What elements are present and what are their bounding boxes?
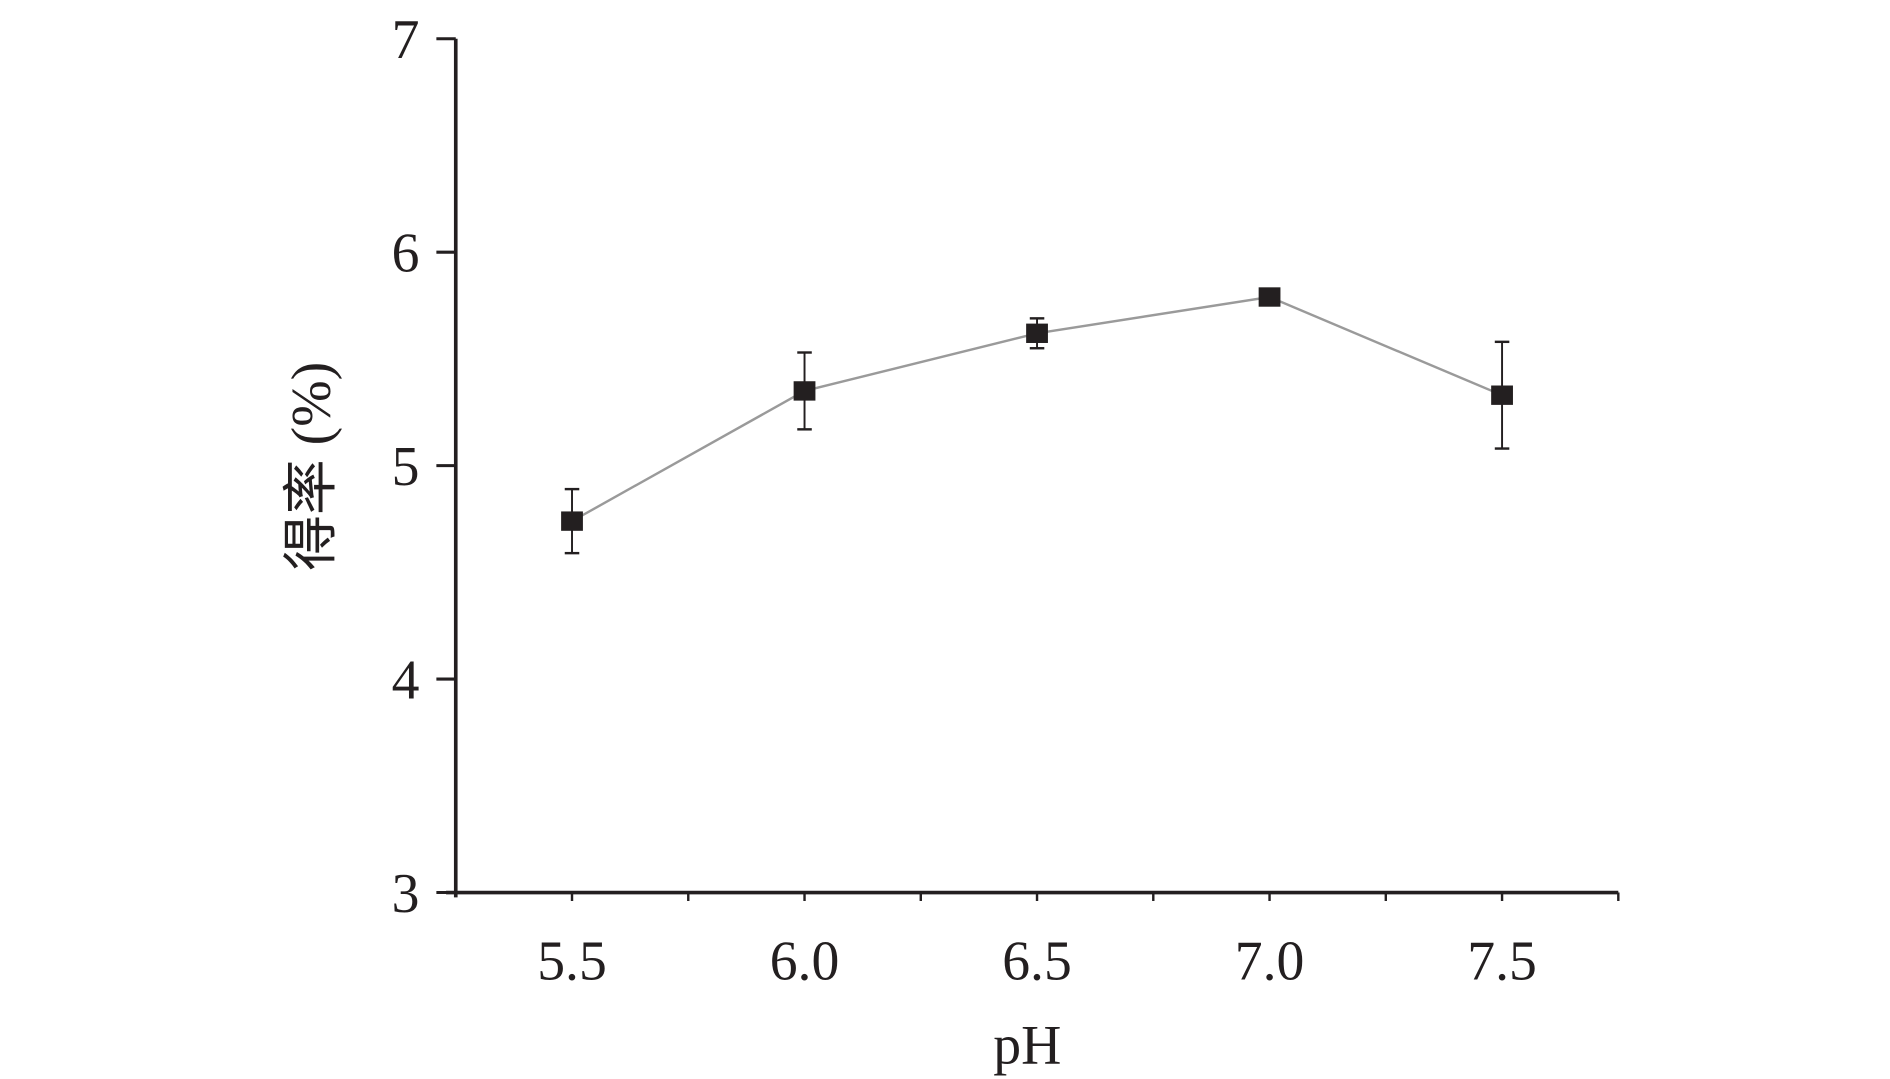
y-tick-label: 5	[392, 436, 420, 498]
x-axis-label: pH	[993, 1014, 1061, 1076]
x-tick-label: 6.5	[1002, 931, 1072, 993]
square-marker	[793, 381, 816, 401]
square-marker	[561, 511, 583, 531]
y-tick-label: 4	[392, 649, 420, 711]
data-marks	[561, 287, 1513, 555]
data-point	[1491, 340, 1513, 450]
y-tick-label: 6	[392, 223, 420, 285]
data-point	[561, 487, 583, 555]
x-tick-label: 6.0	[770, 931, 840, 993]
square-marker	[1491, 385, 1513, 405]
y-tick-label: 3	[392, 863, 420, 925]
data-point	[1026, 317, 1048, 350]
square-marker	[1258, 287, 1281, 307]
y-axis-label: 得率 (%)	[281, 362, 343, 571]
data-point	[1258, 287, 1281, 307]
x-tick-label: 7.5	[1467, 931, 1537, 993]
x-tick-label: 7.0	[1235, 931, 1305, 993]
axes: 3 4 5 6 7 5.5 6.0 6.5 7.0 7.5	[392, 9, 1620, 993]
data-point	[793, 351, 816, 431]
square-marker	[1026, 323, 1048, 343]
y-tick-label: 7	[392, 9, 420, 71]
x-tick-label: 5.5	[537, 931, 607, 993]
